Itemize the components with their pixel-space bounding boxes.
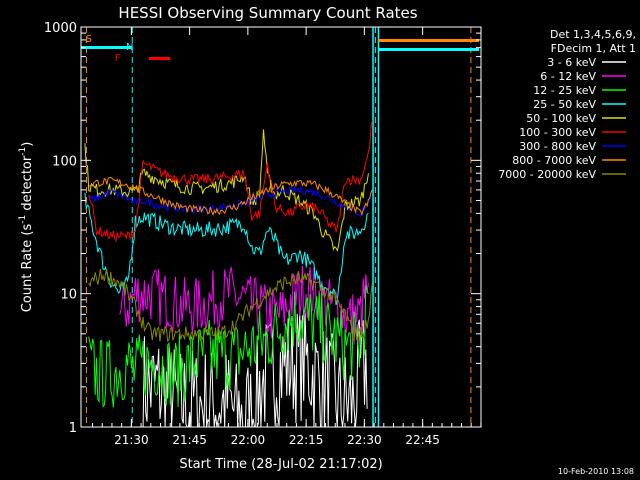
flag-bar-F (148, 57, 171, 60)
series-3 (84, 192, 369, 306)
legend-header-1: Det 1,3,4,5,6,9, (550, 28, 636, 41)
series-6 (88, 184, 373, 217)
flag-bar-N (81, 46, 133, 49)
y-tick-label: 1000 (44, 21, 77, 36)
legend-label: 50 - 100 keV (526, 112, 596, 125)
legend-header-2: FDecim 1, Att 1 (551, 42, 636, 55)
y-tick-label: 1 (69, 421, 77, 436)
y-axis-label-sup2: -1 (18, 147, 28, 156)
legend-label: 800 - 7000 keV (512, 154, 596, 167)
y-axis-label-main: Count Rate (s (20, 224, 35, 313)
x-axis-label: Start Time (28-Jul-02 21:17:02) (179, 457, 382, 472)
y-axis-label-mid: detector (20, 155, 35, 215)
x-tick-label: 22:00 (231, 433, 266, 447)
flag-bar-N-2 (378, 48, 479, 51)
legend-label: 3 - 6 keV (547, 56, 596, 69)
plot-marks: S NF (81, 27, 479, 428)
y-axis-label: Count Rate (s-1 detector-1) (18, 142, 35, 313)
flag-label-S: S (86, 34, 92, 45)
series-line (88, 176, 373, 217)
series-line (84, 129, 369, 252)
flag-bar-S (378, 39, 479, 42)
plot-frame (80, 26, 482, 428)
y-axis-label-end: ) (20, 142, 35, 147)
y-tick-label: 100 (52, 154, 77, 169)
flag-label-F: F (115, 53, 121, 64)
chart-title: HESSI Observing Summary Count Rates (118, 4, 417, 22)
flag-label-N: N (126, 42, 133, 53)
legend: Det 1,3,4,5,6,9, FDecim 1, Att 1 3 - 6 k… (498, 28, 636, 181)
x-tick-label: 22:45 (405, 433, 440, 447)
series-5 (88, 120, 373, 243)
series-2 (88, 284, 369, 408)
x-tick-label: 21:30 (114, 433, 149, 447)
series-line (88, 184, 373, 217)
x-tick-label: 21:45 (172, 433, 207, 447)
series-4 (84, 129, 369, 252)
x-axis: 21:30 21:45 22:00 22:15 22:30 22:45 (92, 27, 482, 447)
legend-label: 6 - 12 keV (540, 70, 596, 83)
legend-label: 25 - 50 keV (533, 98, 596, 111)
y-axis: 1 10 100 1000 (44, 21, 481, 436)
series-8 (88, 268, 373, 343)
series-line (88, 284, 369, 408)
y-axis-label-sup1: -1 (18, 215, 28, 224)
y-tick-label: 10 (60, 288, 77, 303)
x-tick-label: 22:30 (347, 433, 382, 447)
series-line (88, 120, 373, 243)
series-7 (88, 176, 373, 217)
legend-label: 300 - 800 keV (519, 140, 596, 153)
series-line (84, 192, 369, 306)
footer-date: 10-Feb-2010 13:08 (558, 467, 634, 476)
legend-label: 100 - 300 keV (519, 126, 596, 139)
legend-label: 7000 - 20000 keV (498, 168, 596, 181)
x-tick-label: 22:15 (289, 433, 324, 447)
legend-label: 12 - 25 keV (533, 84, 596, 97)
series-line (88, 268, 373, 343)
